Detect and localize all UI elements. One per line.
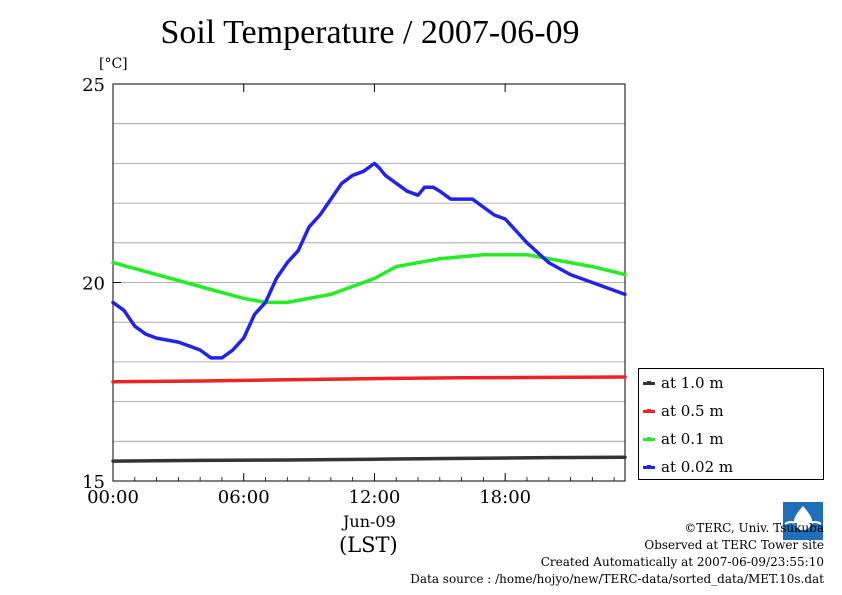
x-axis-date-label: Jun-09	[343, 512, 396, 531]
legend-swatch-1m	[643, 380, 655, 385]
legend-label: at 1.0 m	[661, 374, 724, 392]
x-tick-label: 00:00	[87, 487, 139, 508]
y-axis-unit: [°C]	[99, 56, 128, 72]
legend-item: at 0.5 m	[643, 401, 724, 421]
observed-text: Observed at TERC Tower site	[644, 538, 824, 552]
legend-item: at 0.02 m	[643, 457, 733, 477]
y-tick-label: 25	[82, 75, 105, 96]
y-tick-label: 15	[82, 472, 105, 493]
created-text: Created Automatically at 2007-06-09/23:5…	[540, 555, 824, 569]
x-axis-label: (LST)	[339, 533, 398, 557]
x-tick-label: 18:00	[479, 487, 531, 508]
series-line-at-0-02-m	[111, 161, 627, 360]
legend-label: at 0.1 m	[661, 430, 724, 448]
legend-item: at 0.1 m	[643, 429, 724, 449]
series-line-at-0-1-m	[111, 252, 627, 305]
series-line-at-0-5-m	[111, 375, 627, 384]
source-text: Data source : /home/hojyo/new/TERC-data/…	[410, 572, 824, 586]
copyright-text: ©TERC, Univ. Tsukuba	[684, 521, 824, 535]
legend: at 1.0 m at 0.5 m at 0.1 m at 0.02 m	[638, 368, 824, 480]
chart-title: Soil Temperature / 2007-06-09	[160, 14, 580, 51]
legend-swatch-0-02m	[643, 464, 655, 469]
legend-swatch-0-5m	[643, 408, 655, 413]
x-tick-label: 06:00	[218, 487, 270, 508]
y-tick-label: 20	[82, 274, 105, 295]
legend-swatch-0-1m	[643, 436, 655, 441]
series-line-at-1-0-m	[111, 455, 627, 463]
legend-item: at 1.0 m	[643, 373, 724, 393]
legend-label: at 0.5 m	[661, 402, 724, 420]
terc-logo	[783, 502, 823, 540]
x-tick-label: 12:00	[349, 487, 401, 508]
legend-label: at 0.02 m	[661, 458, 734, 476]
credits: ©TERC, Univ. Tsukuba Observed at TERC To…	[410, 520, 824, 588]
